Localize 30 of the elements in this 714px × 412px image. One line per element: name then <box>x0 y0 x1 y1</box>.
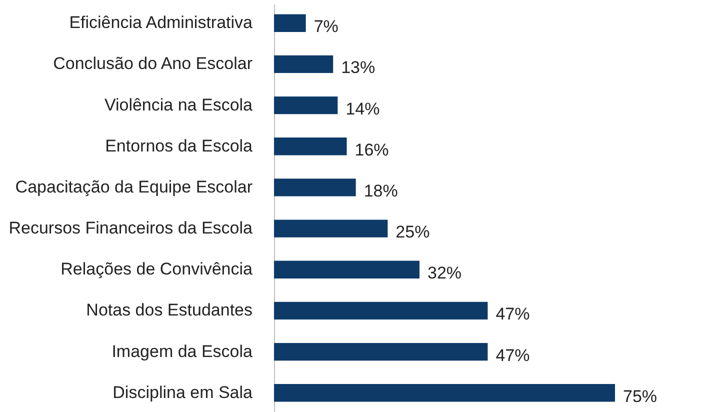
bar <box>274 96 338 114</box>
bar <box>274 260 420 278</box>
data-label: 32% <box>427 264 462 283</box>
y-tick-label: Capacitação da Equipe Escolar <box>15 177 253 196</box>
y-tick-label: Notas dos Estudantes <box>86 300 252 320</box>
bar <box>274 220 388 238</box>
data-label: 7% <box>314 17 338 36</box>
data-label: 13% <box>341 58 376 78</box>
bar <box>274 14 306 32</box>
data-label: 47% <box>496 304 530 324</box>
bar <box>274 178 356 196</box>
data-label: 75% <box>623 386 658 406</box>
data-label: 47% <box>496 346 530 365</box>
y-tick-label: Imagem da Escola <box>112 342 254 361</box>
y-tick-label: Recursos Financeiros da Escola <box>8 218 254 238</box>
bar <box>274 384 615 402</box>
y-tick-label: Disciplina em Sala <box>112 382 254 402</box>
y-tick-label: Relações de Convivência <box>60 260 254 279</box>
y-tick-label: Violência na Escola <box>104 95 254 114</box>
data-label: 16% <box>354 140 389 160</box>
data-label: 14% <box>346 99 380 118</box>
bar <box>274 55 334 74</box>
data-label: 18% <box>364 181 398 200</box>
y-tick-label: Entornos da Escola <box>105 136 254 156</box>
y-tick-label: Eficiência Administrativa <box>69 13 254 32</box>
bar <box>274 342 488 361</box>
bar <box>274 138 347 156</box>
bar <box>274 302 488 320</box>
y-tick-label: Conclusão do Ano Escolar <box>53 54 253 74</box>
data-label: 25% <box>396 222 430 242</box>
